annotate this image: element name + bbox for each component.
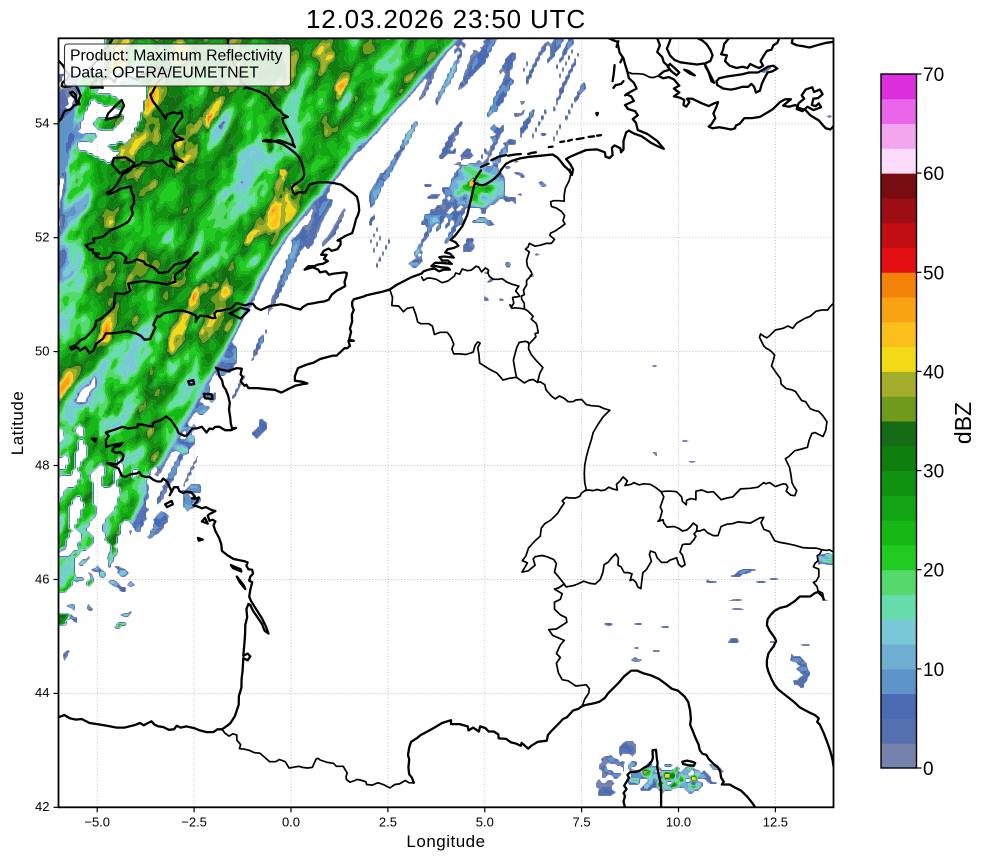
svg-text:5.0: 5.0 [476,814,494,829]
svg-text:dBZ: dBZ [950,402,976,444]
svg-text:46: 46 [35,571,49,586]
svg-text:0: 0 [923,759,934,780]
svg-text:70: 70 [923,65,944,86]
svg-text:52: 52 [35,230,49,245]
svg-text:50: 50 [35,343,49,358]
svg-text:−5.0: −5.0 [84,814,110,829]
svg-text:Latitude: Latitude [8,391,27,456]
svg-text:60: 60 [923,164,944,185]
svg-text:−2.5: −2.5 [181,814,207,829]
svg-text:2.5: 2.5 [379,814,397,829]
svg-text:Data: OPERA/EUMETNET: Data: OPERA/EUMETNET [70,65,259,82]
svg-text:12.5: 12.5 [763,814,788,829]
svg-text:42: 42 [35,799,49,814]
svg-text:10: 10 [923,660,944,681]
svg-text:Product: Maximum Reflectivity: Product: Maximum Reflectivity [70,48,283,65]
svg-text:50: 50 [923,263,944,284]
svg-text:44: 44 [35,685,49,700]
svg-text:0.0: 0.0 [282,814,300,829]
svg-text:40: 40 [923,362,944,383]
svg-text:7.5: 7.5 [573,814,591,829]
svg-text:20: 20 [923,561,944,582]
svg-text:30: 30 [923,462,944,483]
svg-text:Longitude: Longitude [406,832,485,851]
svg-text:12.03.2026 23:50 UTC: 12.03.2026 23:50 UTC [306,4,586,34]
svg-text:10.0: 10.0 [666,814,691,829]
svg-text:54: 54 [35,116,49,131]
svg-text:48: 48 [35,457,49,472]
